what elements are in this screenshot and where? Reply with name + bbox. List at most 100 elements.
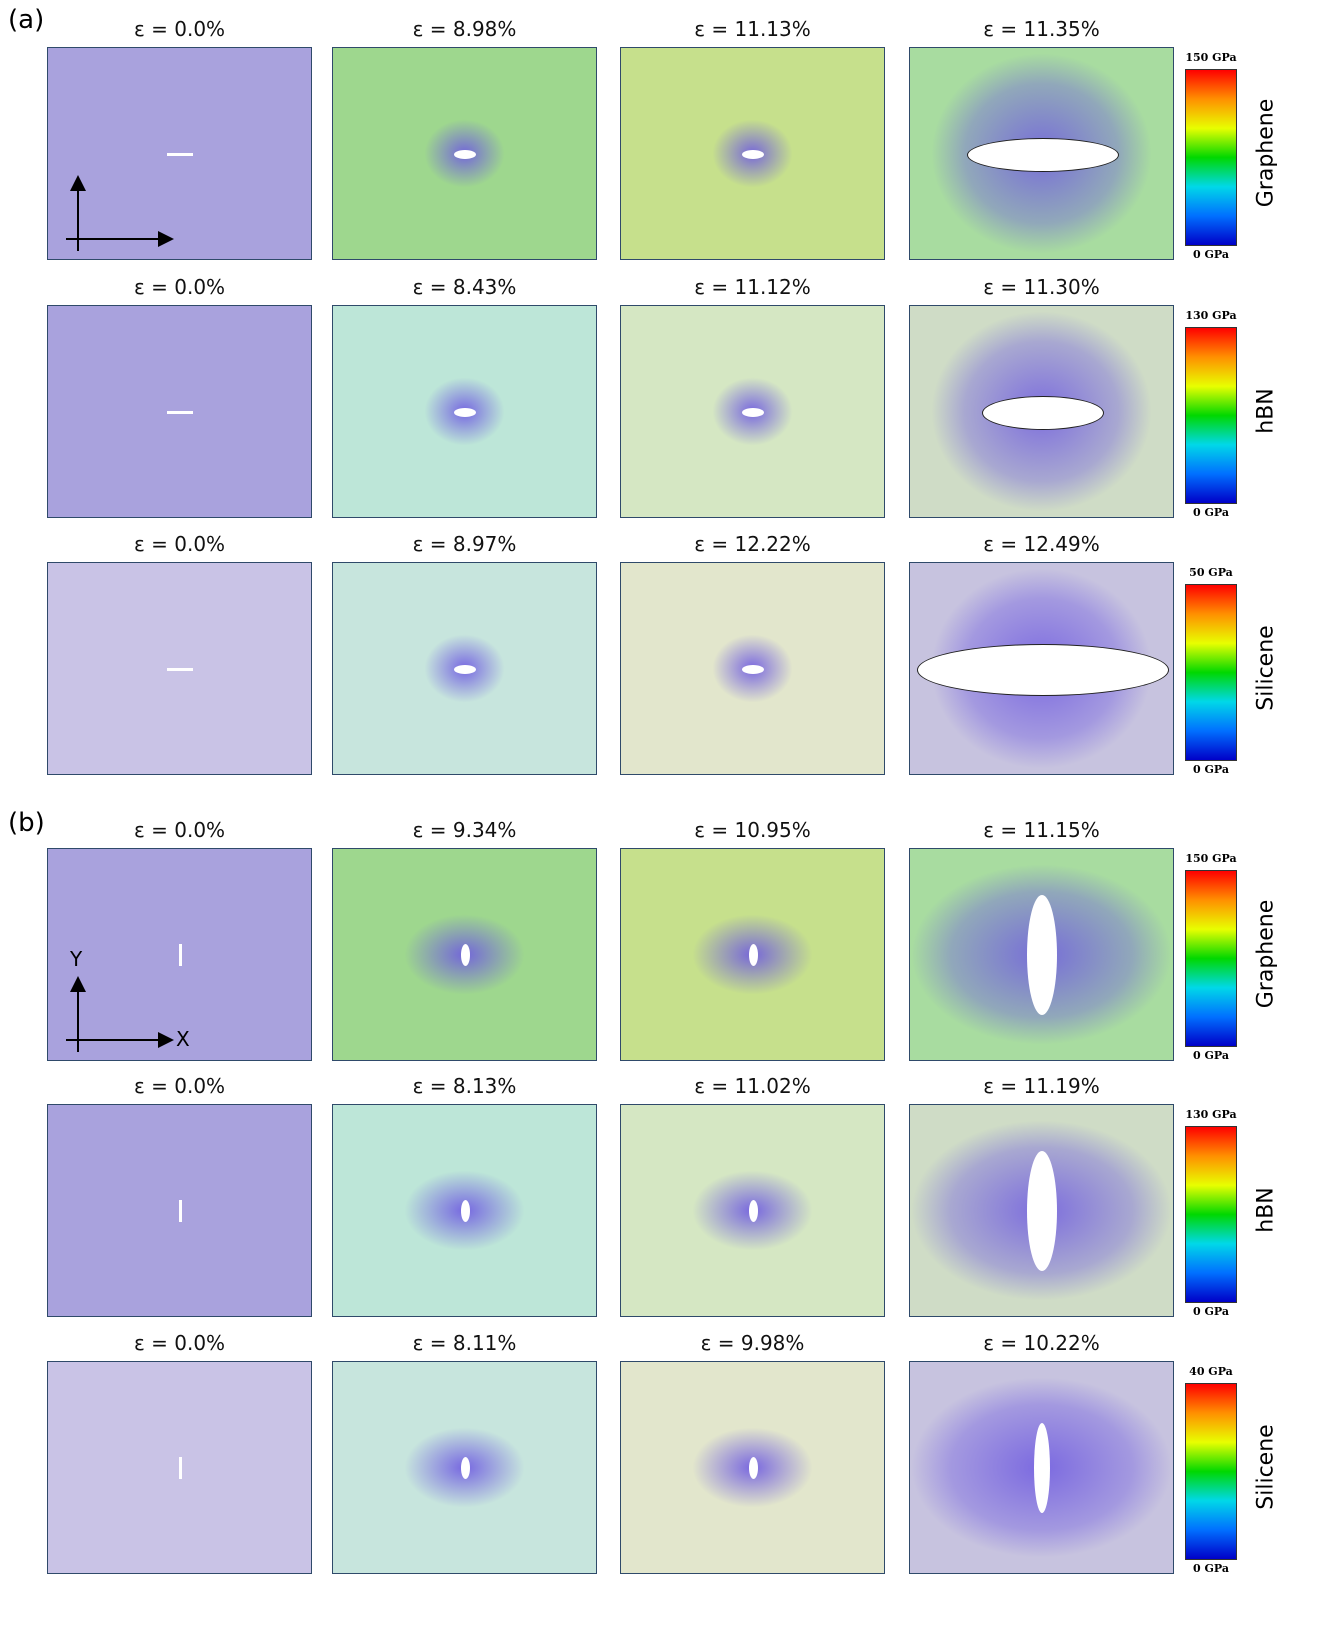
- crack: [749, 944, 758, 966]
- stress-map: [620, 1361, 885, 1574]
- strain-label: ε = 9.34%: [332, 818, 597, 842]
- crack: [742, 408, 764, 417]
- colorbar: [1185, 1383, 1237, 1560]
- strain-label: ε = 9.98%: [620, 1331, 885, 1355]
- axis-arrows: [62, 173, 192, 253]
- crack: [742, 665, 764, 674]
- crack: [1034, 1423, 1050, 1513]
- crack: [967, 138, 1119, 172]
- strain-label: ε = 12.22%: [620, 532, 885, 556]
- axis-arrows: [62, 974, 192, 1054]
- axis-label: X: [176, 1027, 190, 1051]
- strain-label: ε = 10.22%: [909, 1331, 1174, 1355]
- crack: [167, 411, 193, 414]
- strain-label: ε = 11.13%: [620, 17, 885, 41]
- colorbar-max: 130 GPa: [1176, 309, 1246, 322]
- stress-map: [909, 848, 1174, 1061]
- stress-map: [47, 1361, 312, 1574]
- crack: [179, 1200, 182, 1222]
- material-label: Silicene: [1254, 625, 1279, 710]
- panel-label: (a): [8, 5, 44, 35]
- stress-map: [47, 562, 312, 775]
- strain-label: ε = 8.13%: [332, 1074, 597, 1098]
- stress-map: [332, 1361, 597, 1574]
- colorbar: [1185, 69, 1237, 246]
- strain-label: ε = 0.0%: [47, 1074, 312, 1098]
- stress-map: [332, 305, 597, 518]
- colorbar-min: 0 GPa: [1176, 763, 1246, 776]
- crack: [454, 408, 476, 417]
- strain-label: ε = 8.43%: [332, 275, 597, 299]
- strain-label: ε = 0.0%: [47, 1331, 312, 1355]
- colorbar-min: 0 GPa: [1176, 1562, 1246, 1575]
- stress-map: [909, 305, 1174, 518]
- crack: [742, 150, 764, 159]
- strain-label: ε = 0.0%: [47, 17, 312, 41]
- strain-label: ε = 0.0%: [47, 275, 312, 299]
- crack: [1027, 895, 1057, 1015]
- material-label: hBN: [1254, 388, 1279, 434]
- strain-label: ε = 8.97%: [332, 532, 597, 556]
- material-label: Graphene: [1254, 900, 1279, 1009]
- colorbar: [1185, 327, 1237, 504]
- colorbar-min: 0 GPa: [1176, 1049, 1246, 1062]
- stress-map: [332, 848, 597, 1061]
- stress-map: [47, 47, 312, 260]
- stress-map: [332, 47, 597, 260]
- crack: [461, 944, 470, 966]
- crack: [917, 644, 1169, 696]
- colorbar: [1185, 1126, 1237, 1303]
- strain-label: ε = 8.11%: [332, 1331, 597, 1355]
- strain-label: ε = 10.95%: [620, 818, 885, 842]
- crack: [461, 1457, 470, 1479]
- strain-label: ε = 11.15%: [909, 818, 1174, 842]
- crack: [1027, 1151, 1057, 1271]
- crack: [749, 1200, 758, 1222]
- colorbar-min: 0 GPa: [1176, 506, 1246, 519]
- stress-map: [909, 562, 1174, 775]
- stress-map: [620, 562, 885, 775]
- material-label: Silicene: [1254, 1424, 1279, 1509]
- colorbar-min: 0 GPa: [1176, 248, 1246, 261]
- crack: [454, 150, 476, 159]
- crack: [179, 1457, 182, 1479]
- strain-label: ε = 11.35%: [909, 17, 1174, 41]
- colorbar-max: 50 GPa: [1176, 566, 1246, 579]
- stress-map: [47, 1104, 312, 1317]
- stress-map: [620, 1104, 885, 1317]
- colorbar: [1185, 584, 1237, 761]
- crack: [167, 668, 193, 671]
- colorbar-min: 0 GPa: [1176, 1305, 1246, 1318]
- strain-label: ε = 12.49%: [909, 532, 1174, 556]
- crack: [749, 1457, 758, 1479]
- crack: [167, 153, 193, 156]
- stress-map: [47, 305, 312, 518]
- panel-label: (b): [8, 808, 45, 838]
- figure: (a)ε = 0.0%ε = 8.98%ε = 11.13%ε = 11.35%…: [0, 0, 1338, 1625]
- strain-label: ε = 11.02%: [620, 1074, 885, 1098]
- strain-label: ε = 11.12%: [620, 275, 885, 299]
- strain-label: ε = 11.30%: [909, 275, 1174, 299]
- strain-label: ε = 11.19%: [909, 1074, 1174, 1098]
- stress-map: [332, 1104, 597, 1317]
- strain-label: ε = 0.0%: [47, 532, 312, 556]
- colorbar: [1185, 870, 1237, 1047]
- colorbar-max: 150 GPa: [1176, 51, 1246, 64]
- crack: [179, 944, 182, 966]
- stress-map: [909, 47, 1174, 260]
- stress-map: [620, 305, 885, 518]
- colorbar-max: 40 GPa: [1176, 1365, 1246, 1378]
- crack: [461, 1200, 470, 1222]
- strain-label: ε = 8.98%: [332, 17, 597, 41]
- stress-map: [332, 562, 597, 775]
- stress-map: [909, 1361, 1174, 1574]
- material-label: hBN: [1254, 1187, 1279, 1233]
- strain-label: ε = 0.0%: [47, 818, 312, 842]
- crack: [982, 396, 1104, 430]
- stress-map: [620, 47, 885, 260]
- axis-label: Y: [70, 947, 82, 971]
- material-label: Graphene: [1254, 99, 1279, 208]
- colorbar-max: 130 GPa: [1176, 1108, 1246, 1121]
- colorbar-max: 150 GPa: [1176, 852, 1246, 865]
